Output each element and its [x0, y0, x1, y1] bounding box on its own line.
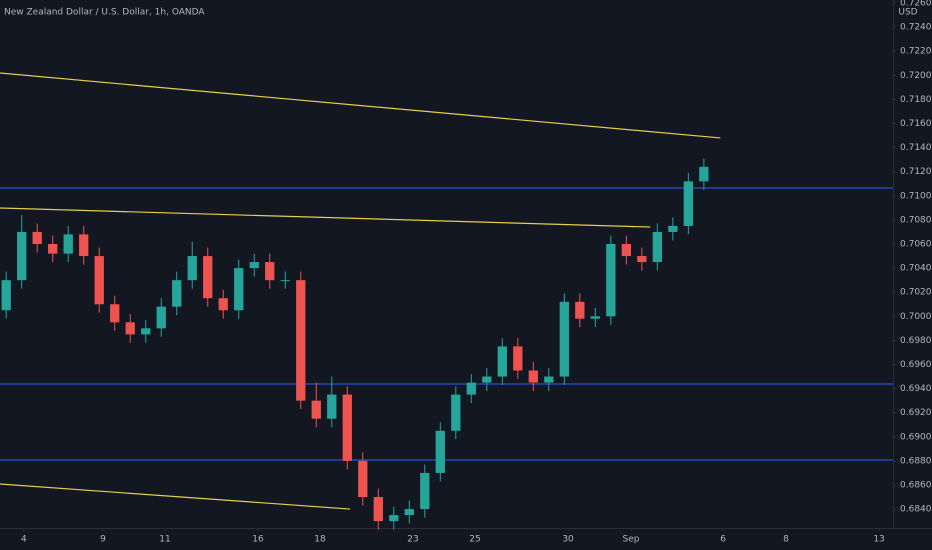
candle-body — [265, 262, 275, 281]
candle-body — [79, 234, 89, 257]
candle-body — [141, 328, 151, 335]
candle-body — [249, 262, 259, 269]
candle-body — [17, 231, 27, 281]
candle-body — [296, 280, 306, 401]
candle-body — [482, 376, 492, 383]
trend-line — [0, 72, 721, 139]
x-tick-label: 25 — [469, 535, 480, 545]
candle-body — [342, 394, 352, 461]
candle-body — [389, 515, 399, 522]
candle-body — [513, 346, 523, 371]
candle-body — [110, 304, 120, 323]
candle-body — [451, 394, 461, 431]
candle-body — [218, 298, 228, 311]
x-tick-label: 6 — [720, 535, 726, 545]
candle-body — [420, 472, 430, 510]
candle-body — [668, 225, 678, 232]
y-tick-label: 0.72600 — [900, 0, 932, 9]
candle-body — [234, 268, 244, 311]
candle-body — [528, 370, 538, 383]
candle-body — [1, 280, 11, 311]
candle-body — [187, 256, 197, 281]
y-unit: USD — [898, 8, 917, 18]
x-tick-label: 4 — [21, 535, 27, 545]
candle-body — [606, 243, 616, 317]
candle-body — [156, 306, 166, 329]
candle-body — [544, 376, 554, 383]
x-tick-label: 30 — [562, 535, 574, 545]
x-tick-label: 18 — [314, 535, 326, 545]
candle-body — [652, 231, 662, 263]
candle-body — [637, 256, 647, 263]
candle-body — [575, 301, 585, 319]
candle-body — [280, 280, 290, 282]
trend-line — [0, 483, 351, 510]
x-tick-label: 9 — [100, 535, 106, 545]
candle-body — [48, 243, 58, 254]
x-tick-label: 13 — [873, 535, 884, 545]
candle-body — [466, 382, 476, 395]
candle-body — [63, 234, 73, 254]
x-tick-label: 11 — [159, 535, 170, 545]
candle-body — [497, 346, 507, 377]
x-tick-label: 8 — [783, 535, 789, 545]
candle-body — [358, 460, 368, 498]
candle-body — [327, 394, 337, 419]
candle-body — [435, 430, 445, 473]
candle-body — [172, 280, 182, 307]
x-tick-label: 16 — [252, 535, 264, 545]
candle-body — [404, 509, 414, 516]
candle-body — [311, 400, 321, 419]
x-tick-label: 23 — [407, 535, 418, 545]
trend-line — [0, 207, 651, 228]
candle-body — [94, 256, 104, 305]
candle-body — [559, 301, 569, 377]
candle-body — [621, 243, 631, 257]
candle-body — [203, 256, 213, 299]
chart-title: New Zealand Dollar / U.S. Dollar, 1h, OA… — [4, 8, 205, 18]
candle-body — [32, 231, 42, 244]
candle-body — [125, 322, 135, 335]
candle-body — [699, 166, 709, 182]
candle-body — [683, 181, 694, 226]
candle-body — [590, 316, 600, 319]
x-tick-label: Sep — [623, 535, 640, 545]
candle-body — [373, 497, 383, 522]
